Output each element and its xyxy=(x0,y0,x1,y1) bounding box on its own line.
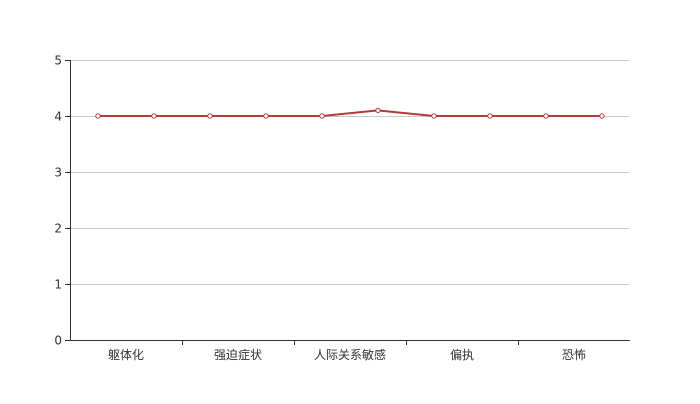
data-point[interactable] xyxy=(487,113,493,119)
data-point[interactable] xyxy=(151,113,157,119)
series-line xyxy=(98,109,602,117)
y-tick-label: 4 xyxy=(54,110,62,124)
data-point[interactable] xyxy=(319,113,325,119)
x-tick-label: 恐怖 xyxy=(562,347,586,362)
y-tick-label: 2 xyxy=(54,222,62,236)
data-point[interactable] xyxy=(207,113,213,119)
x-tick-label: 躯体化 xyxy=(108,347,144,362)
x-tick-label: 偏执 xyxy=(450,347,474,362)
data-point[interactable] xyxy=(95,113,101,119)
series-markers xyxy=(95,107,605,119)
y-tick-label: 0 xyxy=(54,334,62,348)
grid-lines xyxy=(70,60,630,285)
data-point[interactable] xyxy=(431,113,437,119)
x-tick-label: 人际关系敏感 xyxy=(314,347,386,362)
x-tick-label: 强迫症状 xyxy=(214,347,262,362)
y-tick-label: 5 xyxy=(54,54,62,68)
data-point[interactable] xyxy=(263,113,269,119)
y-tick-label: 3 xyxy=(54,166,62,180)
series-polyline xyxy=(98,109,602,117)
data-point[interactable] xyxy=(375,107,381,114)
data-point[interactable] xyxy=(543,113,549,119)
y-tick-label: 1 xyxy=(54,278,62,292)
tick-labels: 0 1 2 3 4 5 躯体化 强迫症状 人际关系敏感 偏执 恐怖 xyxy=(54,54,586,363)
data-point[interactable] xyxy=(599,113,605,119)
axes xyxy=(65,60,630,345)
